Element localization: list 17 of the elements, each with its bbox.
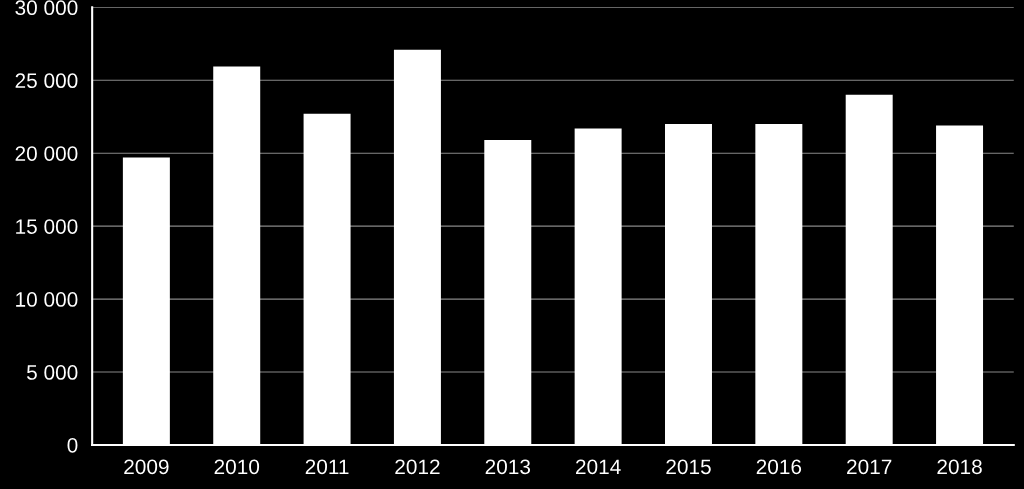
y-tick-label: 0 (67, 437, 78, 453)
x-tick-label: 2010 (214, 459, 260, 475)
x-tick-label: 2015 (666, 459, 711, 475)
x-tick-label: 2013 (485, 459, 531, 475)
y-tick-label: 10 000 (16, 292, 78, 307)
x-tick-label: 2018 (937, 459, 982, 475)
x-tick-label: 2017 (847, 459, 892, 475)
y-tick-label: 15 000 (16, 219, 78, 234)
x-tick-label: 2012 (395, 459, 440, 475)
x-tick-label: 2009 (124, 459, 169, 475)
y-tick-label: 30 000 (15, 0, 78, 16)
y-tick-label: 20 000 (15, 146, 78, 161)
x-tick-label: 2016 (756, 459, 802, 475)
x-tick-label: 2014 (576, 459, 621, 475)
y-tick-label: 5 000 (26, 365, 78, 380)
x-tick-label: 2011 (305, 459, 349, 475)
y-tick-label: 25 000 (15, 73, 78, 89)
